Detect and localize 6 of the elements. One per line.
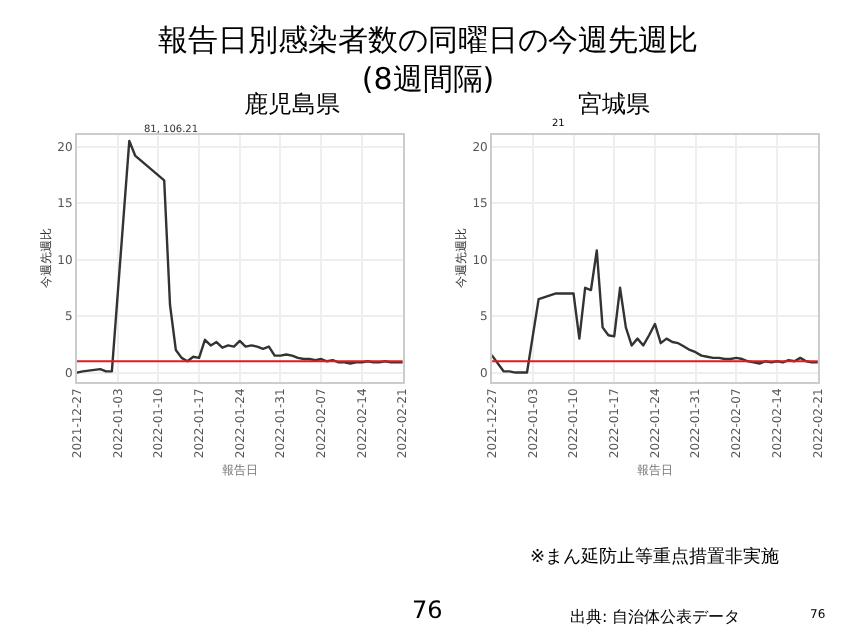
chart-title: 鹿児島県 (244, 90, 340, 118)
text: ※まん延防止等重点措置非実施 (530, 546, 780, 568)
source-note: 出典: 自治体公表データ (570, 608, 741, 626)
line-series (76, 139, 403, 374)
text: 76 (412, 596, 443, 624)
line-series (492, 249, 818, 374)
